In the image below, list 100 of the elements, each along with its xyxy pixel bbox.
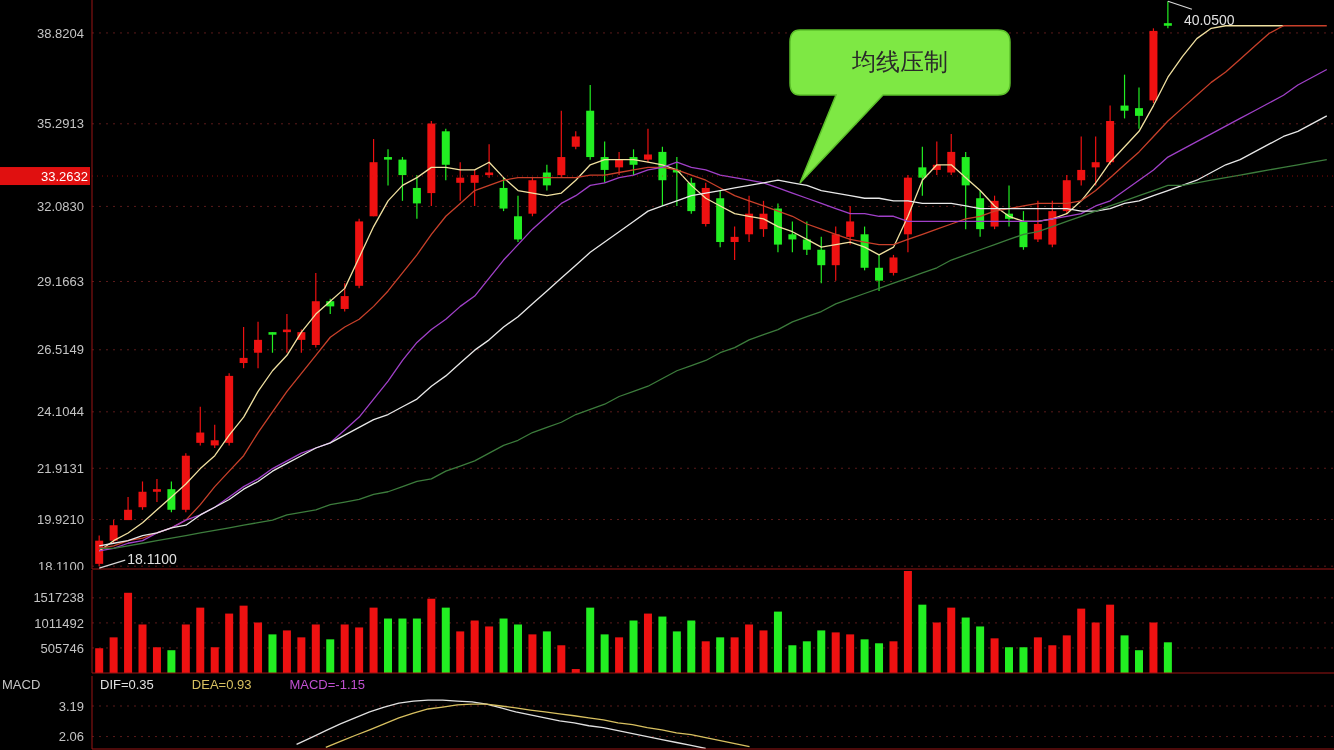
candlestick (1091, 135, 1100, 186)
bar (239, 605, 248, 673)
line-series (295, 699, 707, 749)
bar (210, 647, 219, 673)
candlestick (817, 236, 826, 284)
bar (687, 620, 696, 673)
bar (846, 634, 855, 673)
bar (1163, 642, 1172, 673)
y-tick-label: 18.1100 (37, 558, 84, 574)
text: DEA=0.93 (191, 677, 252, 692)
bar (860, 639, 869, 673)
y-tick-label: 29.1663 (37, 274, 84, 290)
candlestick (138, 480, 147, 511)
candlestick (239, 326, 248, 369)
bar (528, 634, 537, 673)
bar (947, 607, 956, 673)
bar (109, 637, 118, 673)
bar (817, 630, 826, 673)
bar (225, 613, 234, 673)
candlestick (210, 424, 219, 449)
bar (1134, 650, 1143, 673)
candlestick (470, 169, 479, 207)
candlestick (268, 331, 277, 354)
y-tick-label: 505746 (40, 640, 84, 656)
y-tick-label: 26.5149 (37, 342, 84, 358)
bar (1120, 635, 1129, 673)
y-tick-label: 19.9210 (37, 512, 84, 528)
bar (889, 641, 898, 673)
bar (1091, 622, 1100, 673)
candlestick (1077, 135, 1086, 186)
bar (773, 611, 782, 673)
y-tick-label: 1011492 (34, 615, 84, 631)
bar (701, 641, 710, 673)
bar (990, 638, 999, 673)
y-tick-label: 24.1044 (37, 404, 84, 420)
candlestick (918, 146, 927, 197)
bar (412, 618, 421, 673)
y-tick-label: 35.2913 (37, 116, 84, 132)
ref-line-label: 33.2632 (41, 169, 88, 185)
bar (181, 624, 190, 673)
candlestick (745, 195, 754, 243)
bar (441, 607, 450, 673)
bar (600, 634, 609, 673)
bar (124, 592, 133, 673)
bar (875, 643, 884, 673)
candlestick (95, 534, 104, 567)
bar (152, 647, 161, 673)
bar (355, 627, 364, 673)
candlestick (167, 480, 176, 513)
candlestick (571, 130, 580, 150)
candlestick (802, 220, 811, 256)
bar (557, 645, 566, 673)
candlestick (1134, 86, 1143, 130)
bar (802, 641, 811, 673)
bar (1048, 645, 1057, 673)
candlestick (947, 133, 956, 176)
candlestick (615, 151, 624, 176)
candlestick (456, 161, 465, 202)
candlestick (384, 148, 393, 186)
bar (716, 637, 725, 673)
bar (340, 624, 349, 673)
bar (282, 630, 291, 673)
bar (1077, 608, 1086, 673)
bar (658, 616, 667, 673)
annotation: 均线压制 (851, 48, 948, 75)
bar (903, 570, 912, 673)
candlestick (788, 220, 797, 253)
bar (643, 613, 652, 673)
bar (629, 620, 638, 673)
bar (1005, 647, 1014, 673)
bar (542, 631, 551, 673)
line-series (325, 703, 751, 749)
y-tick-label: 32.0830 (37, 199, 84, 215)
bar (1149, 622, 1158, 673)
bar (1062, 635, 1071, 673)
bar (932, 622, 941, 673)
bar (485, 626, 494, 673)
text: DIF=0.35 (100, 677, 154, 692)
bar (961, 617, 970, 673)
candlestick (1120, 74, 1129, 120)
candlestick (557, 110, 566, 179)
bar (513, 624, 522, 673)
bar (1106, 604, 1115, 673)
candlestick (875, 254, 884, 292)
candlestick (643, 128, 652, 163)
y-tick-label: 2.06 (58, 729, 84, 745)
bar (499, 618, 508, 673)
bar (427, 598, 436, 673)
candlestick (152, 478, 161, 503)
candlestick (846, 205, 855, 246)
annotation: 40.0500 (1183, 12, 1235, 29)
y-tick-label: 3.19 (58, 698, 84, 714)
bar (268, 634, 277, 673)
bar (384, 618, 393, 673)
bar (369, 607, 378, 673)
bar (167, 650, 176, 673)
bar (311, 624, 320, 673)
bar (95, 648, 104, 673)
bar (759, 630, 768, 673)
annotation: MACD=-1.15 (289, 677, 365, 692)
